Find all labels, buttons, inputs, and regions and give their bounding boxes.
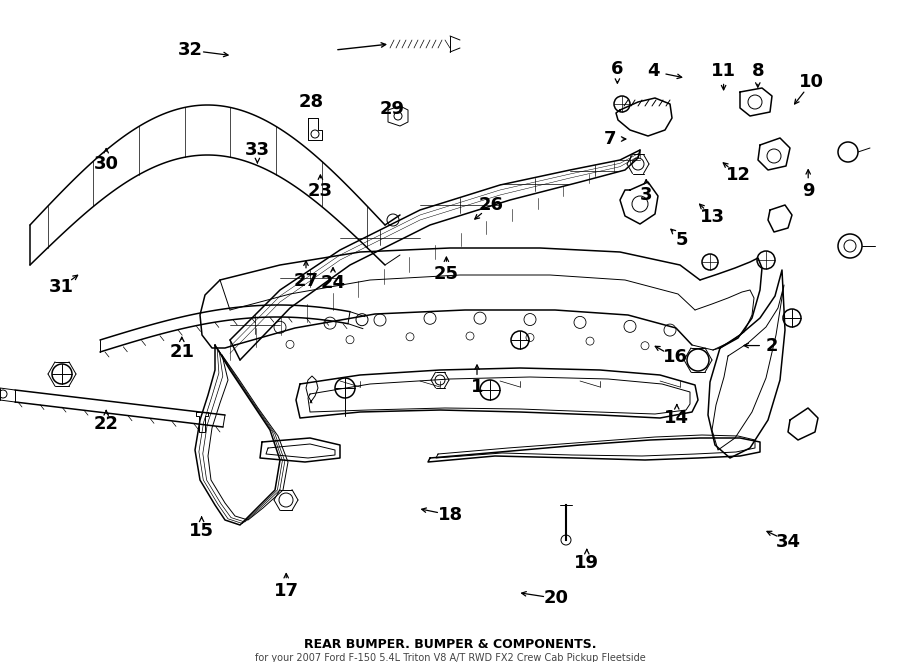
Text: 21: 21 <box>169 343 194 361</box>
Text: 17: 17 <box>274 581 299 600</box>
Text: for your 2007 Ford F-150 5.4L Triton V8 A/T RWD FX2 Crew Cab Pickup Fleetside: for your 2007 Ford F-150 5.4L Triton V8 … <box>255 653 645 662</box>
Text: 7: 7 <box>604 130 617 148</box>
Text: 16: 16 <box>662 348 688 367</box>
Text: 18: 18 <box>437 506 463 524</box>
Text: 15: 15 <box>189 522 214 540</box>
Text: 24: 24 <box>320 274 346 293</box>
Text: 25: 25 <box>434 265 459 283</box>
Text: 30: 30 <box>94 155 119 173</box>
Text: 29: 29 <box>380 99 405 118</box>
Text: 13: 13 <box>700 208 725 226</box>
Text: 5: 5 <box>676 230 688 249</box>
Text: 26: 26 <box>479 196 504 214</box>
Text: 31: 31 <box>49 278 74 297</box>
Text: 34: 34 <box>776 532 801 551</box>
Text: 2: 2 <box>766 336 778 355</box>
Text: 6: 6 <box>611 60 624 78</box>
Text: 10: 10 <box>799 73 824 91</box>
Text: 27: 27 <box>293 271 319 290</box>
Text: 22: 22 <box>94 414 119 433</box>
Text: 14: 14 <box>664 409 689 428</box>
Text: 12: 12 <box>725 166 751 184</box>
Text: 32: 32 <box>178 41 203 60</box>
Text: 1: 1 <box>471 378 483 397</box>
Text: 4: 4 <box>647 62 660 81</box>
Text: 8: 8 <box>752 62 764 81</box>
Text: 23: 23 <box>308 181 333 200</box>
Text: 28: 28 <box>299 93 324 111</box>
Text: 33: 33 <box>245 140 270 159</box>
Text: 3: 3 <box>640 186 652 205</box>
Text: 9: 9 <box>802 181 814 200</box>
Text: 11: 11 <box>711 62 736 81</box>
Text: REAR BUMPER. BUMPER & COMPONENTS.: REAR BUMPER. BUMPER & COMPONENTS. <box>304 639 596 651</box>
Text: 20: 20 <box>544 589 569 608</box>
Text: 19: 19 <box>574 553 599 572</box>
